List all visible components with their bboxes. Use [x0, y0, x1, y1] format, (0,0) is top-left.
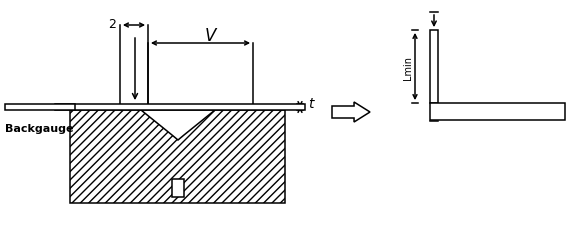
Polygon shape	[332, 103, 370, 122]
FancyBboxPatch shape	[172, 179, 184, 197]
FancyBboxPatch shape	[430, 104, 565, 120]
FancyBboxPatch shape	[70, 110, 285, 203]
FancyBboxPatch shape	[55, 105, 305, 110]
Text: Lmin: Lmin	[403, 55, 413, 79]
Text: t: t	[308, 97, 313, 110]
Text: V: V	[205, 27, 216, 45]
Polygon shape	[141, 110, 215, 140]
Text: Backgauge: Backgauge	[5, 124, 74, 133]
FancyBboxPatch shape	[5, 105, 75, 110]
Text: 2: 2	[108, 18, 116, 31]
FancyBboxPatch shape	[430, 31, 438, 104]
